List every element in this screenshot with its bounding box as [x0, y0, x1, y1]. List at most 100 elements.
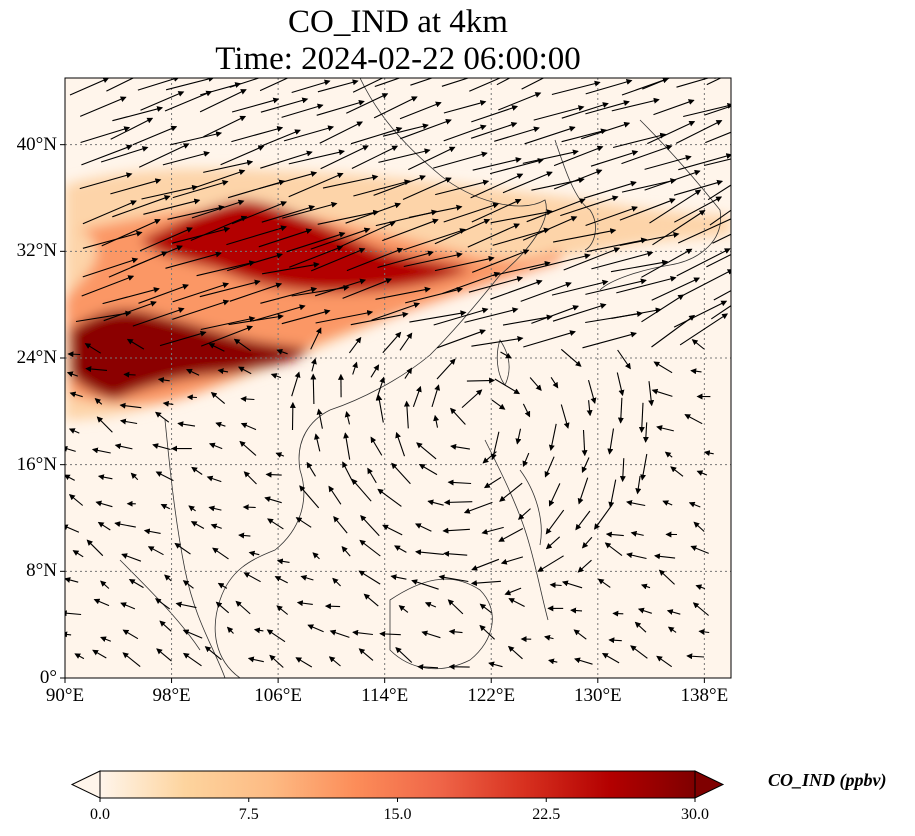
- colorbar-tick-marks: [99, 798, 696, 802]
- wind-arrow: [488, 661, 503, 668]
- coast-philippines: [484, 439, 549, 621]
- wind-arrow: [674, 196, 723, 223]
- wind-arrow: [617, 397, 624, 424]
- wind-arrow: [373, 96, 418, 119]
- wind-arrow: [100, 146, 149, 163]
- lat-tick-label: 40°N: [16, 133, 57, 155]
- wind-arrow: [647, 121, 696, 145]
- wind-arrow: [106, 78, 135, 92]
- wind-arrow: [395, 647, 413, 663]
- wind-arrow: [175, 601, 197, 609]
- chart-subtitle: Time: 2024-02-22 06:00:00: [215, 41, 581, 77]
- lat-tick-label: 24°N: [16, 347, 57, 368]
- wind-arrow: [712, 233, 731, 244]
- colorbar-tick-label: 22.5: [532, 806, 561, 823]
- wind-arrow: [382, 331, 402, 354]
- wind-arrow: [199, 89, 247, 113]
- wind-arrow: [438, 574, 469, 583]
- wind-arrow: [560, 195, 619, 217]
- wind-arrow: [155, 411, 170, 423]
- wind-arrow: [233, 338, 252, 352]
- wind-arrow: [553, 145, 604, 167]
- wind-arrow: [586, 237, 648, 253]
- wind-arrow: [157, 377, 170, 383]
- lon-tick-label: 122°E: [467, 685, 516, 706]
- wind-arrow: [677, 215, 731, 244]
- wind-arrow: [483, 476, 502, 489]
- wind-arrow: [165, 251, 222, 269]
- wind-arrow: [121, 553, 142, 562]
- wind-arrow: [375, 286, 431, 300]
- wind-arrow: [673, 300, 728, 328]
- wind-arrow: [112, 195, 171, 218]
- wind-arrow: [492, 227, 550, 246]
- wind-arrow: [317, 209, 380, 225]
- wind-arrow: [257, 129, 301, 148]
- wind-arrow: [494, 378, 521, 395]
- wind-arrow: [315, 278, 367, 297]
- wind-arrow: [561, 102, 609, 119]
- wind-arrow: [691, 339, 705, 350]
- wind-arrow: [408, 146, 456, 171]
- wind-arrow: [409, 310, 467, 323]
- wind-arrow: [167, 204, 225, 220]
- wind-arrow: [442, 527, 470, 534]
- wind-arrow: [248, 550, 260, 557]
- wind-arrow: [351, 145, 399, 169]
- wind-arrow: [217, 582, 228, 589]
- wind-arrow: [653, 361, 673, 374]
- wind-arrow: [139, 227, 193, 252]
- wind-arrow: [502, 314, 553, 326]
- wind-arrow: [679, 313, 729, 346]
- wind-arrow: [190, 521, 205, 529]
- wind-arrow: [378, 148, 431, 163]
- wind-arrow: [264, 496, 282, 504]
- wind-arrow: [658, 569, 675, 585]
- colorbar-tick-label: 7.5: [238, 806, 259, 823]
- wind-arrow: [119, 402, 142, 409]
- wind-arrow: [641, 294, 685, 323]
- wind-arrow: [408, 204, 463, 218]
- wind-arrow: [252, 304, 306, 322]
- wind-arrow: [447, 599, 464, 615]
- wind-arrow: [210, 391, 226, 405]
- wind-arrow: [172, 180, 229, 199]
- lat-tick-label: 16°N: [16, 453, 57, 475]
- wind-arrow: [346, 247, 404, 272]
- wind-arrow: [319, 121, 363, 144]
- wind-arrow: [692, 602, 709, 616]
- wind-arrow: [421, 630, 441, 639]
- lon-tick-label: 130°E: [573, 685, 622, 706]
- wind-arrow: [243, 471, 257, 485]
- colorbar-tick-label: 15.0: [383, 806, 412, 823]
- map-frame: [64, 77, 732, 679]
- lat-tick-label: 32°N: [16, 240, 57, 262]
- wind-arrow: [400, 118, 452, 140]
- wind-arrow: [466, 377, 496, 384]
- wind-arrow: [206, 475, 222, 483]
- wind-arrow: [235, 600, 251, 615]
- wind-arrow: [358, 570, 381, 585]
- wind-arrow: [703, 158, 731, 167]
- wind-arrow: [577, 477, 589, 505]
- wind-arrow: [683, 102, 731, 118]
- wind-arrow: [162, 150, 210, 166]
- wind-arrow: [371, 302, 421, 321]
- wind-arrow: [190, 215, 248, 242]
- wind-arrow: [649, 189, 702, 224]
- wind-arrow: [352, 361, 358, 375]
- wind-arrow: [130, 472, 139, 481]
- wind-arrow: [182, 652, 202, 667]
- wind-arrow: [346, 93, 389, 114]
- wind-arrow: [443, 499, 473, 506]
- wind-arrow: [706, 78, 722, 86]
- lon-tick-label: 106°E: [254, 685, 302, 706]
- wind-arrow: [504, 587, 522, 596]
- coast-korea: [554, 139, 596, 251]
- wind-arrow: [673, 179, 724, 196]
- wind-arrow: [92, 649, 107, 659]
- wind-arrow: [208, 343, 225, 352]
- wind-arrow: [524, 126, 576, 145]
- wind-arrow: [324, 603, 341, 610]
